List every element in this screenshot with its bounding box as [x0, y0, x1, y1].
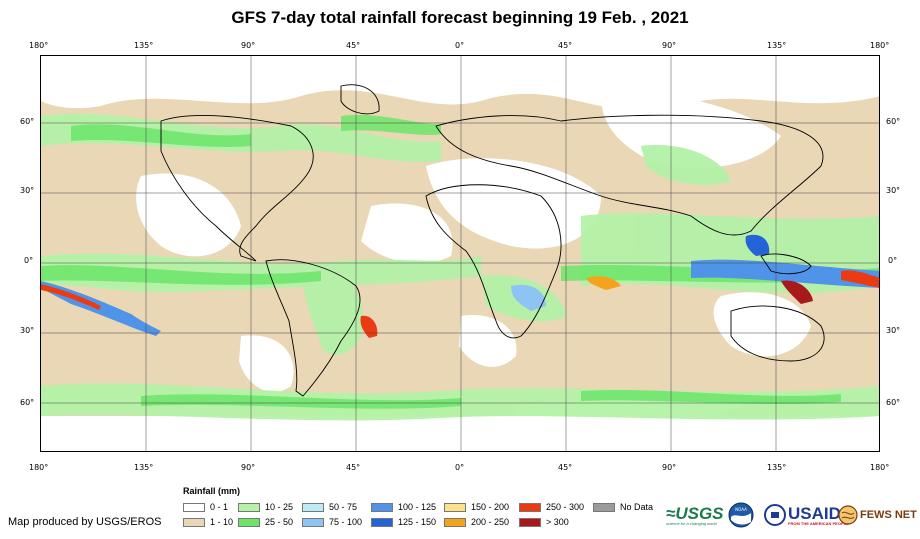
fews-globe-icon	[838, 505, 858, 525]
legend-label: 50 - 75	[329, 502, 358, 512]
legend-swatch	[444, 502, 466, 512]
legend-item: 10 - 25	[238, 502, 293, 512]
eurasia-outline	[435, 114, 824, 236]
legend-swatch	[183, 517, 205, 527]
legend-swatch	[302, 517, 324, 527]
legend-item: 250 - 300	[519, 502, 584, 512]
lat-tick-left: 30°	[20, 186, 35, 195]
usaid-tagline: FROM THE AMERICAN PEOPLE	[788, 520, 849, 526]
lon-tick-top: 0°	[455, 41, 465, 50]
legend-label: 75 - 100	[329, 517, 363, 527]
legend-item: 1 - 10	[183, 517, 233, 527]
legend-label: 0 - 1	[210, 502, 229, 512]
map-credit: Map produced by USGS/EROS	[8, 516, 162, 528]
rainfall-map-canvas	[41, 56, 879, 451]
lon-tick-top: 45°	[558, 41, 573, 50]
lat-tick-left: 60°	[20, 117, 35, 126]
legend-label: 25 - 50	[265, 517, 294, 527]
legend-label: 200 - 250	[471, 517, 510, 527]
south-america-outline	[265, 259, 361, 397]
legend-label: No Data	[620, 502, 654, 512]
lat-tick-right: 60°	[886, 117, 901, 126]
graticule	[41, 56, 879, 451]
noaa-emblem-icon: NOAA	[728, 502, 754, 528]
lon-tick-bottom: 0°	[455, 463, 465, 472]
fews-net-wordmark: FEWS NET	[860, 509, 917, 521]
lon-tick-bottom: 45°	[346, 463, 361, 472]
legend-item: 150 - 200	[444, 502, 509, 512]
legend-label: 1 - 10	[210, 517, 234, 527]
legend-item: No Data	[593, 502, 653, 512]
lon-tick-bottom: 135°	[767, 463, 787, 472]
lon-tick-bottom: 135°	[134, 463, 154, 472]
north-america-outline	[160, 115, 314, 262]
legend-swatch	[183, 502, 205, 512]
usaid-seal-icon	[764, 504, 786, 526]
lat-tick-left: 0°	[24, 256, 34, 265]
legend-swatch	[238, 502, 260, 512]
lon-tick-top: 180°	[29, 41, 49, 50]
lon-tick-bottom: 180°	[29, 463, 49, 472]
noaa-label: NOAA	[735, 507, 747, 512]
legend-swatch	[593, 502, 615, 512]
coastlines	[160, 84, 825, 397]
map-title: GFS 7-day total rainfall forecast beginn…	[231, 8, 689, 27]
lon-tick-top: 135°	[134, 41, 154, 50]
legend-swatch	[302, 502, 324, 512]
legend-swatch	[238, 517, 260, 527]
usaid-wordmark: USAID	[788, 503, 841, 523]
legend-swatch	[519, 502, 541, 512]
lon-tick-top: 90°	[241, 41, 256, 50]
legend-label: 250 - 300	[546, 502, 585, 512]
fews-net-logo: FEWS NET	[838, 500, 917, 530]
usgs-tagline: science for a changing world	[666, 520, 717, 526]
usaid-logo: USAID FROM THE AMERICAN PEOPLE	[764, 500, 849, 530]
legend-item: > 300	[519, 517, 569, 527]
legend-label: > 300	[546, 517, 569, 527]
legend-label: 100 - 125	[398, 502, 437, 512]
africa-outline	[425, 184, 562, 339]
legend-item: 200 - 250	[444, 517, 509, 527]
legend-item: 0 - 1	[183, 502, 228, 512]
lon-tick-top: 135°	[767, 41, 787, 50]
usgs-logo: ≈USGS science for a changing world	[666, 500, 724, 530]
greenland-outline	[340, 84, 380, 115]
indonesia-outline	[760, 253, 812, 275]
legend-label: 150 - 200	[471, 502, 510, 512]
legend-item: 100 - 125	[371, 502, 436, 512]
noaa-logo: NOAA	[728, 500, 754, 530]
lon-tick-bottom: 90°	[662, 463, 677, 472]
lat-tick-right: 30°	[886, 326, 901, 335]
lat-tick-left: 30°	[20, 326, 35, 335]
legend-item: 125 - 150	[371, 517, 436, 527]
lat-tick-left: 60°	[20, 398, 35, 407]
lon-tick-bottom: 90°	[241, 463, 256, 472]
legend-label: 125 - 150	[398, 517, 437, 527]
lat-tick-right: 30°	[886, 186, 901, 195]
lon-tick-top: 90°	[662, 41, 677, 50]
legend-swatch	[371, 502, 393, 512]
lon-tick-bottom: 180°	[870, 463, 890, 472]
australia-outline	[730, 305, 825, 362]
rainfall-map	[40, 55, 880, 452]
lon-tick-bottom: 45°	[558, 463, 573, 472]
usgs-wordmark: ≈USGS	[666, 503, 724, 523]
legend-title: Rainfall (mm)	[183, 486, 241, 496]
lat-tick-right: 60°	[886, 398, 901, 407]
lon-tick-top: 180°	[870, 41, 890, 50]
legend-item: 25 - 50	[238, 517, 293, 527]
legend-item: 75 - 100	[302, 517, 362, 527]
legend-swatch	[444, 517, 466, 527]
legend-label: 10 - 25	[265, 502, 294, 512]
legend-swatch	[371, 517, 393, 527]
legend-item: 50 - 75	[302, 502, 357, 512]
dry-zones	[41, 56, 879, 451]
lon-tick-top: 45°	[346, 41, 361, 50]
legend-swatch	[519, 517, 541, 527]
lat-tick-right: 0°	[888, 256, 898, 265]
